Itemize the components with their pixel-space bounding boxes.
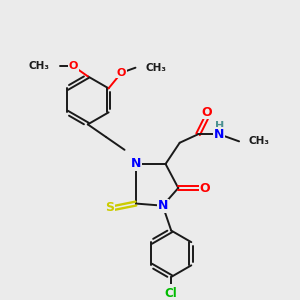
Text: O: O [199, 182, 210, 194]
Text: S: S [105, 201, 114, 214]
Text: O: O [201, 106, 212, 119]
Text: N: N [214, 128, 224, 141]
Text: CH₃: CH₃ [146, 63, 167, 73]
Text: O: O [69, 61, 78, 71]
Text: N: N [131, 158, 141, 170]
Text: Cl: Cl [165, 287, 178, 300]
Text: N: N [158, 199, 168, 212]
Text: O: O [117, 68, 126, 78]
Text: H: H [214, 122, 224, 131]
Text: CH₃: CH₃ [249, 136, 270, 146]
Text: CH₃: CH₃ [28, 61, 50, 71]
